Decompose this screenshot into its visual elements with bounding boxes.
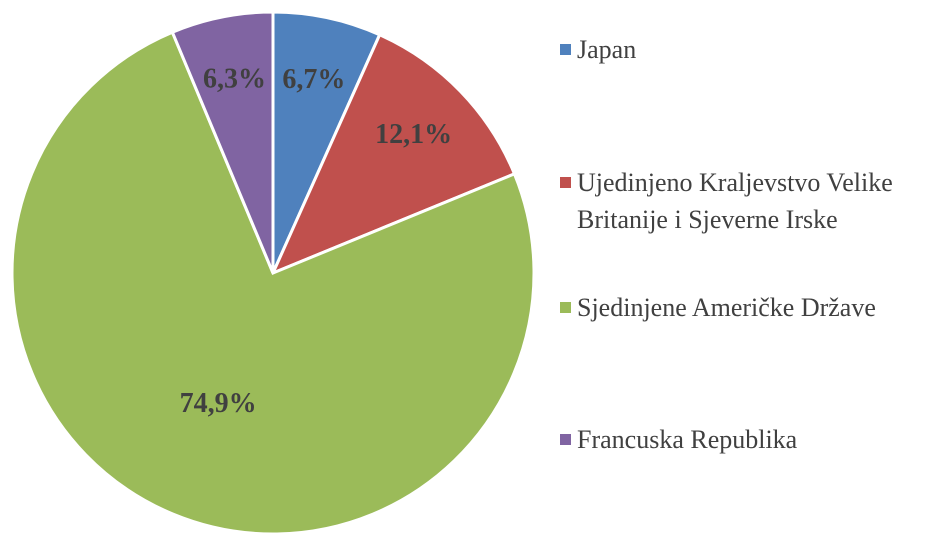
legend-swatch [560,434,571,445]
data-label: 74,9% [180,388,257,419]
legend-swatch [560,302,571,313]
pie-slice [270,32,517,276]
pie-slice [271,10,382,274]
data-label: 6,3% [203,63,266,94]
legend-label: Ujedinjeno Kraljevstvo Velike Britanije … [577,168,893,234]
legend-label: Francuska Republika [577,425,798,454]
legend-item: Ujedinjeno Kraljevstvo Velike Britanije … [560,164,922,238]
legend-item: Francuska Republika [560,421,922,458]
legend-item: Sjedinjene Američke Države [560,289,922,326]
legend-swatch [560,177,571,188]
pie-slice [10,30,536,534]
legend-swatch [560,44,571,55]
data-label: 12,1% [375,119,452,150]
pie-slice [170,10,275,274]
legend-label: Japan [577,35,637,64]
data-label: 6,7% [282,64,345,95]
legend-label: Sjedinjene Američke Države [577,293,876,322]
legend-item: Japan [560,31,922,68]
